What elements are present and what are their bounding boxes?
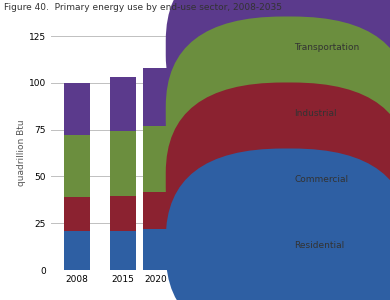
Text: Commercial: Commercial — [294, 176, 349, 184]
Text: Residential: Residential — [294, 242, 345, 250]
Bar — [241, 223, 268, 270]
Bar — [64, 231, 90, 270]
Bar — [176, 121, 202, 188]
Bar — [209, 185, 235, 225]
Bar — [110, 196, 136, 231]
Bar — [143, 192, 169, 229]
Bar — [143, 229, 169, 270]
Bar — [209, 119, 235, 185]
Bar — [110, 77, 136, 131]
Text: Transportation: Transportation — [294, 44, 360, 52]
Bar — [110, 231, 136, 270]
Bar — [176, 188, 202, 227]
Bar — [176, 60, 202, 121]
Bar — [143, 126, 169, 192]
Text: Industrial: Industrial — [294, 110, 337, 118]
Bar — [176, 227, 202, 270]
Bar — [209, 225, 235, 270]
Bar — [64, 83, 90, 135]
Bar — [143, 68, 169, 126]
Bar — [241, 53, 268, 118]
Y-axis label: quadrillion Btu: quadrillion Btu — [17, 120, 26, 186]
Bar — [64, 135, 90, 197]
Bar — [209, 57, 235, 119]
Bar — [241, 118, 268, 180]
Bar — [64, 197, 90, 231]
Text: Figure 40.  Primary energy use by end-use sector, 2008-2035: Figure 40. Primary energy use by end-use… — [4, 3, 282, 12]
Bar — [241, 180, 268, 223]
Bar — [110, 131, 136, 196]
